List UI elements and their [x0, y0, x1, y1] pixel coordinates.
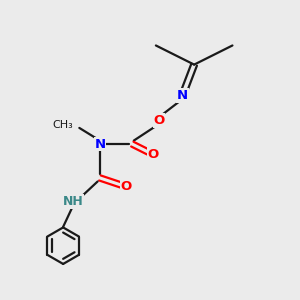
Text: N: N: [177, 89, 188, 102]
Text: O: O: [153, 114, 164, 127]
Text: O: O: [121, 180, 132, 193]
Text: NH: NH: [63, 195, 84, 208]
Text: CH₃: CH₃: [52, 120, 73, 130]
Text: N: N: [94, 138, 106, 151]
Text: O: O: [147, 148, 159, 161]
